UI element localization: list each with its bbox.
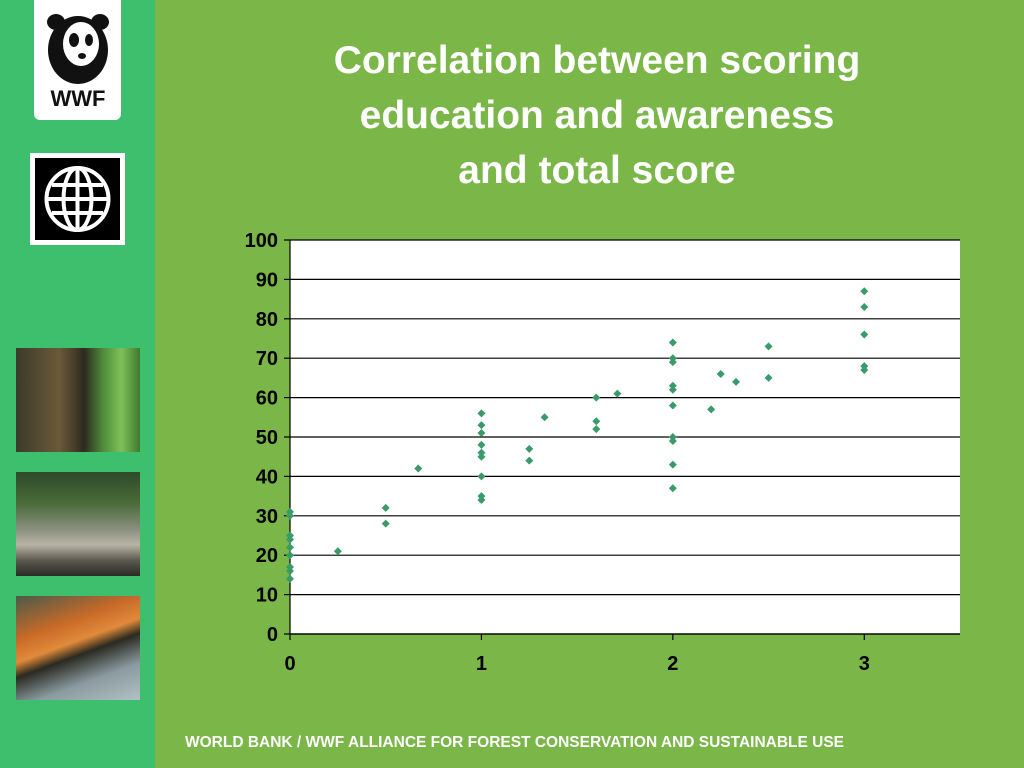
y-tick-label: 70 — [256, 348, 278, 370]
data-point — [592, 417, 601, 426]
y-tick-label: 30 — [256, 506, 278, 528]
x-tick-label: 1 — [476, 653, 487, 675]
photo-river — [16, 472, 140, 576]
data-point — [860, 287, 869, 296]
world-bank-logo — [30, 153, 125, 245]
data-point — [525, 456, 534, 465]
y-axis-ticks: 0 10 20 30 40 50 60 70 80 90 100 — [245, 230, 290, 646]
page-title: Correlation between scoring education an… — [270, 33, 924, 198]
data-point — [860, 330, 869, 339]
photo-tiger — [16, 596, 140, 700]
data-point — [668, 385, 677, 394]
data-point — [668, 436, 677, 445]
data-point — [860, 366, 869, 375]
data-point — [540, 413, 549, 422]
data-point — [477, 440, 486, 449]
y-tick-label: 90 — [256, 269, 278, 291]
y-tick-label: 60 — [256, 388, 278, 410]
data-point — [668, 484, 677, 493]
y-tick-label: 50 — [256, 427, 278, 449]
photo-man-with-bamboo — [16, 348, 140, 452]
wwf-logo-text: WWF — [51, 86, 106, 111]
data-point — [381, 519, 390, 528]
data-point — [477, 496, 486, 505]
data-point — [764, 373, 773, 382]
data-point — [333, 547, 342, 556]
x-tick-label: 2 — [667, 653, 678, 675]
data-point — [707, 405, 716, 414]
data-point — [668, 358, 677, 367]
data-point — [286, 535, 294, 544]
data-point — [668, 338, 677, 347]
data-point — [592, 393, 601, 402]
y-tick-label: 10 — [256, 585, 278, 607]
data-point — [732, 377, 741, 386]
data-point — [286, 511, 294, 520]
x-tick-label: 3 — [859, 653, 870, 675]
x-axis-ticks: 0 1 2 3 — [284, 634, 870, 675]
data-point — [716, 369, 725, 378]
data-point — [477, 472, 486, 481]
data-point — [668, 460, 677, 469]
data-point — [414, 464, 423, 473]
y-tick-label: 100 — [245, 230, 278, 252]
globe-icon — [35, 158, 120, 240]
wwf-logo: WWF — [34, 0, 121, 120]
sidebar: WWF — [0, 0, 155, 768]
x-tick-label: 0 — [284, 653, 295, 675]
data-point — [613, 389, 622, 398]
data-point — [381, 503, 390, 512]
y-tick-label: 20 — [256, 545, 278, 567]
data-point — [764, 342, 773, 351]
data-point — [477, 421, 486, 430]
panda-icon: WWF — [47, 14, 109, 111]
title-line-1: Correlation between scoring — [333, 39, 861, 82]
y-tick-label: 40 — [256, 466, 278, 488]
data-point — [477, 429, 486, 438]
footer-text: WORLD BANK / WWF ALLIANCE FOR FOREST CON… — [185, 734, 845, 751]
data-point — [286, 543, 294, 552]
data-point — [477, 452, 486, 461]
data-point — [286, 574, 294, 583]
title-line-2: education and awareness — [359, 94, 835, 137]
data-point — [860, 302, 869, 311]
y-tick-label: 0 — [267, 624, 278, 646]
y-tick-label: 80 — [256, 309, 278, 331]
data-point — [286, 551, 294, 560]
scatter-chart: 0 10 20 30 40 50 60 70 80 90 100 0 1 2 3 — [245, 230, 960, 675]
data-point — [286, 566, 294, 575]
title-line-3: and total score — [458, 149, 736, 192]
data-point — [668, 401, 677, 410]
data-point — [525, 444, 534, 453]
data-points — [286, 287, 869, 583]
data-point — [477, 409, 486, 418]
data-point — [592, 425, 601, 434]
